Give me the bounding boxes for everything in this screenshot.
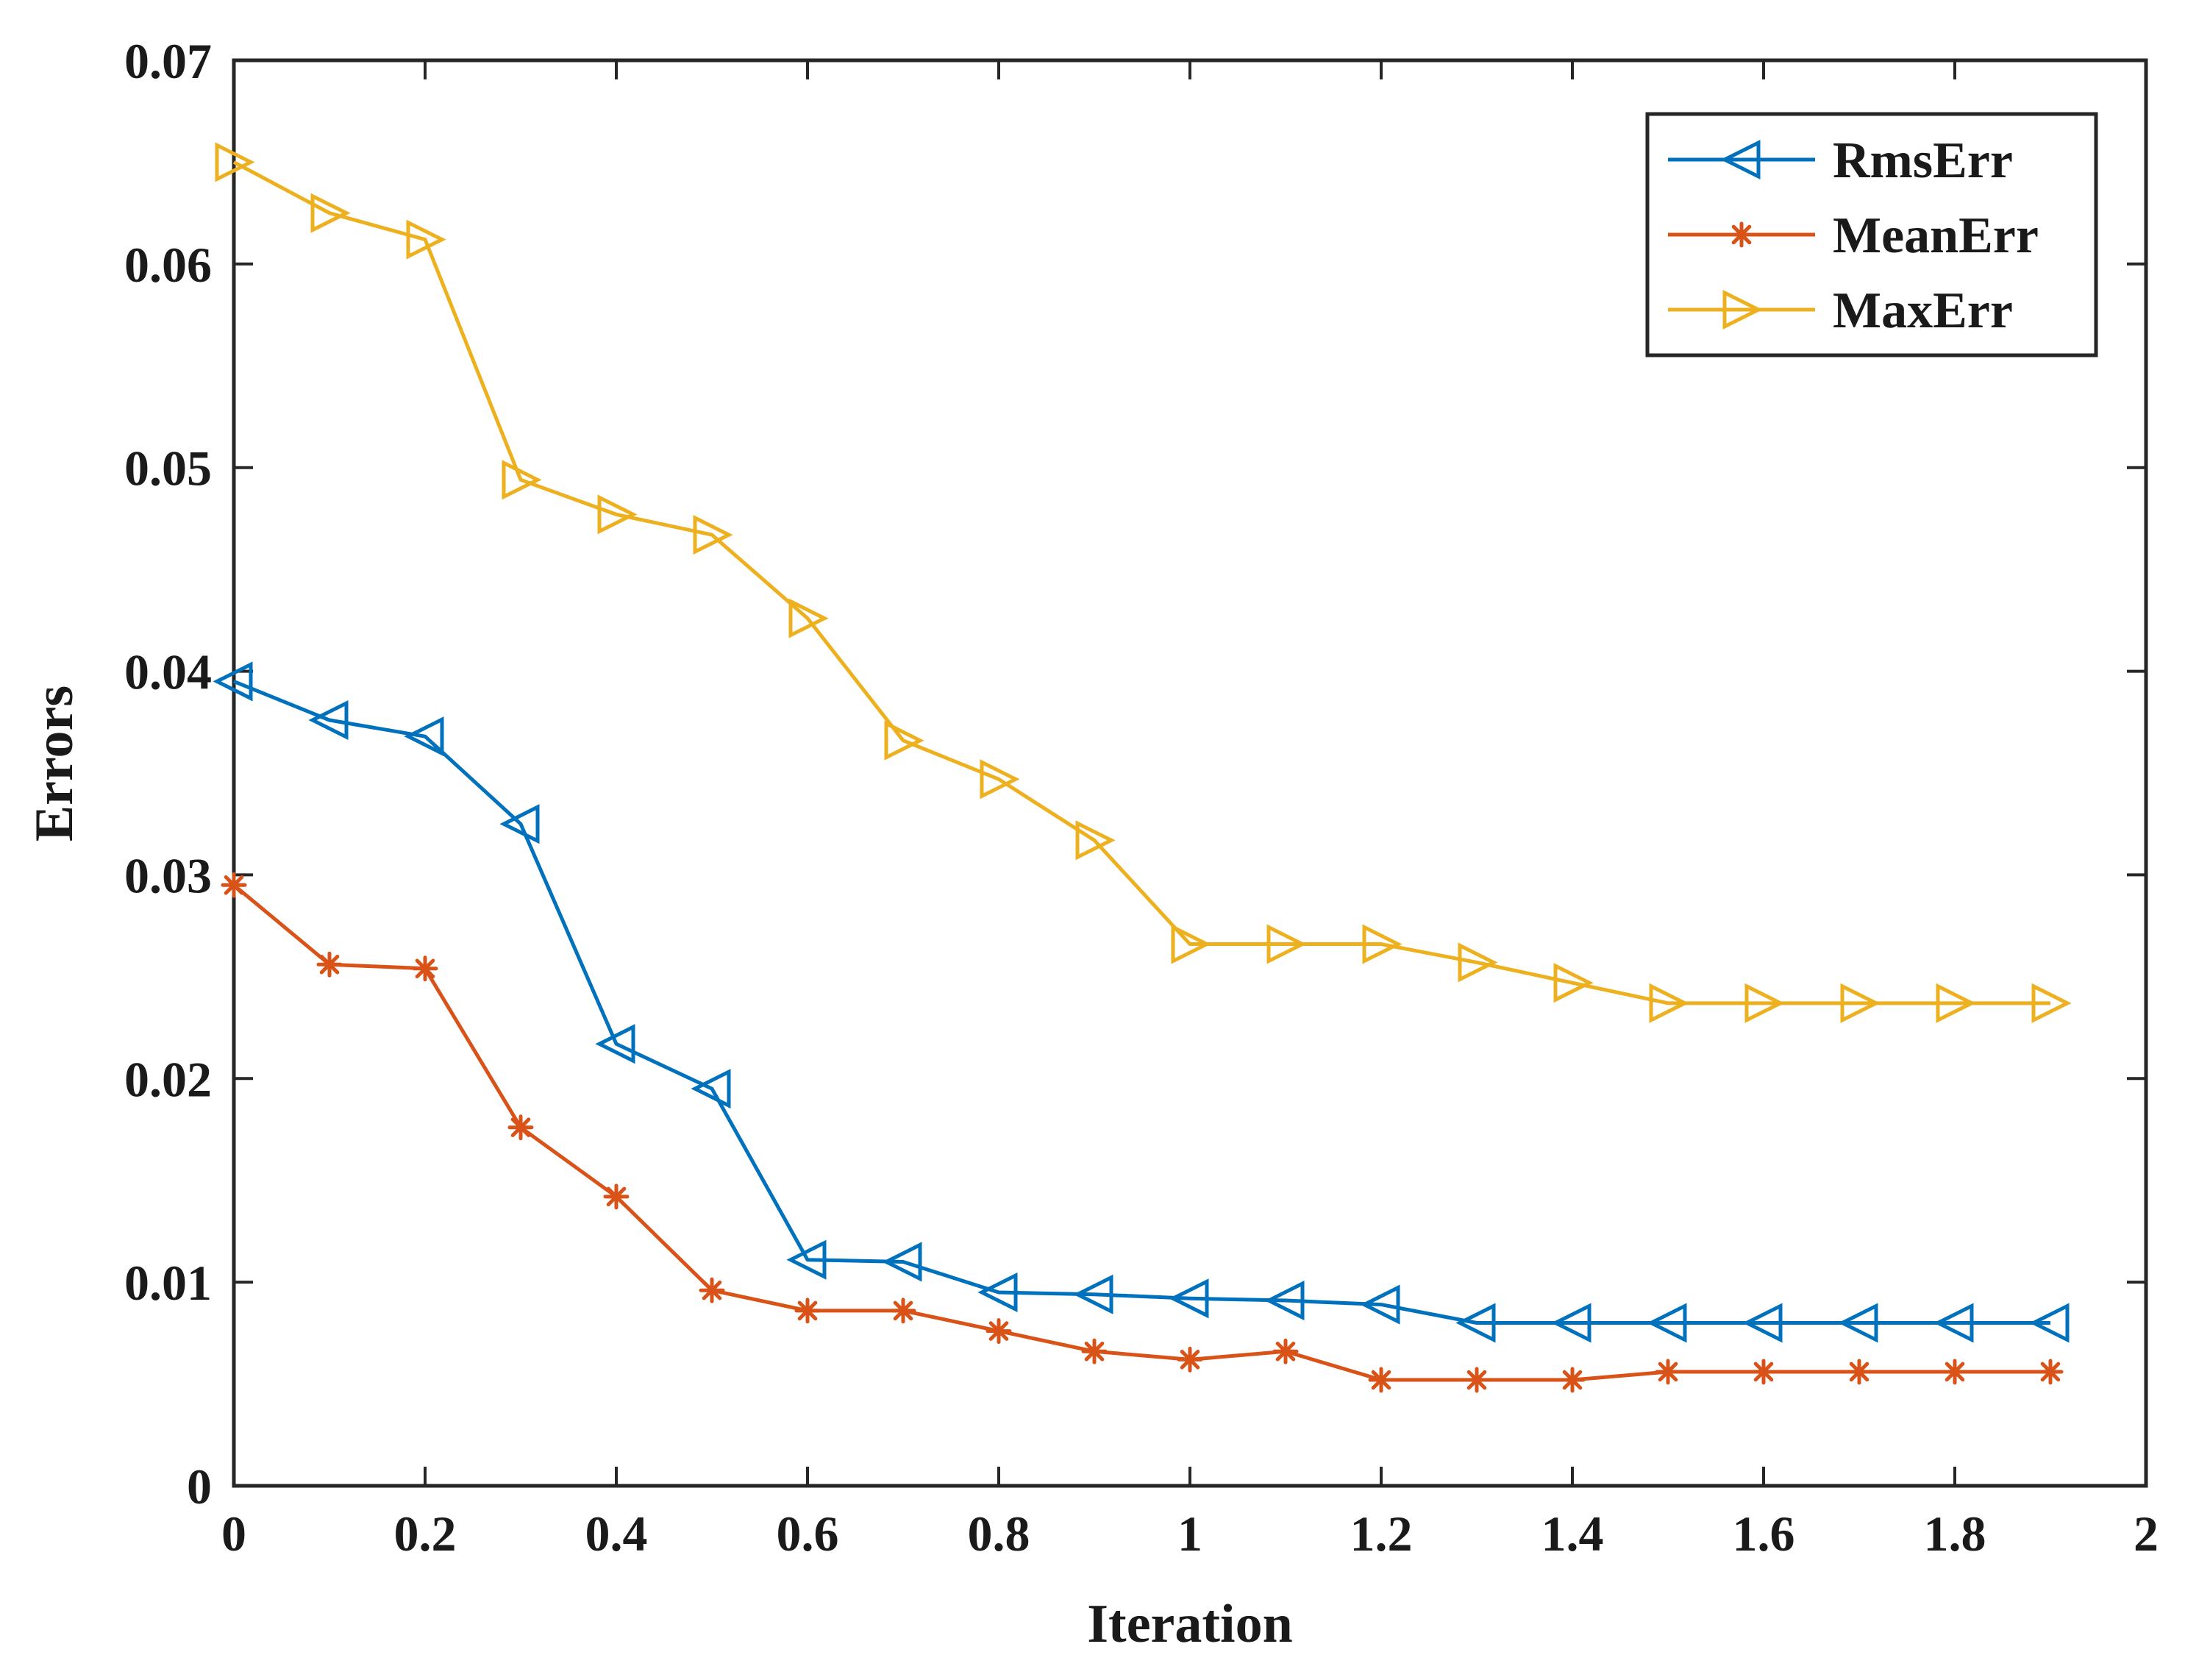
legend-label: MeanErr bbox=[1833, 207, 2039, 264]
legend-marker bbox=[1720, 139, 1761, 180]
data-point-rmserr bbox=[786, 1239, 827, 1280]
data-point-rmserr bbox=[1264, 1281, 1305, 1321]
data-point-rmserr bbox=[882, 1242, 922, 1282]
y-tick-label: 0.01 bbox=[124, 1255, 212, 1311]
data-point-maxerr bbox=[310, 193, 351, 233]
data-point-rmserr bbox=[1933, 1303, 1974, 1343]
data-point-rmserr bbox=[1647, 1303, 1687, 1343]
data-point-maxerr bbox=[980, 759, 1020, 800]
data-point-meanerr bbox=[412, 955, 438, 982]
x-tick-label: 1.2 bbox=[1350, 1506, 1413, 1562]
data-point-maxerr bbox=[1362, 924, 1402, 964]
y-tick-label: 0 bbox=[187, 1459, 212, 1515]
data-point-maxerr bbox=[406, 219, 446, 260]
data-point-meanerr bbox=[2037, 1359, 2064, 1385]
legend-label: MaxErr bbox=[1833, 282, 2013, 339]
data-point-meanerr bbox=[1655, 1359, 1681, 1385]
x-tick-label: 0.2 bbox=[394, 1506, 457, 1562]
data-point-meanerr bbox=[890, 1298, 916, 1324]
data-point-maxerr bbox=[1075, 820, 1116, 861]
legend-item-maxerr: MaxErr bbox=[1668, 282, 2013, 339]
data-point-rmserr bbox=[308, 700, 349, 741]
x-tick-label: 1 bbox=[1177, 1506, 1202, 1562]
series-rmserr bbox=[213, 661, 2070, 1343]
data-point-rmserr bbox=[1838, 1303, 1878, 1343]
y-tick-label: 0.05 bbox=[124, 441, 212, 496]
data-point-rmserr bbox=[691, 1069, 731, 1109]
data-point-meanerr bbox=[1942, 1359, 1968, 1385]
data-point-maxerr bbox=[1553, 963, 1594, 1003]
data-point-maxerr bbox=[1840, 983, 1881, 1023]
data-point-meanerr bbox=[1368, 1367, 1394, 1393]
data-point-meanerr bbox=[1846, 1359, 1872, 1385]
legend-item-rmserr: RmsErr bbox=[1668, 132, 2013, 189]
data-point-meanerr bbox=[1559, 1367, 1586, 1393]
y-tick-label: 0.03 bbox=[124, 847, 212, 903]
data-point-meanerr bbox=[603, 1184, 630, 1210]
y-tick-label: 0.06 bbox=[124, 237, 212, 293]
series-line-meanerr bbox=[232, 883, 2050, 1382]
data-point-rmserr bbox=[1169, 1278, 1209, 1319]
y-tick-label: 0.02 bbox=[124, 1051, 212, 1107]
data-point-meanerr bbox=[1177, 1346, 1203, 1373]
x-tick-label: 1.4 bbox=[1541, 1506, 1604, 1562]
data-point-meanerr bbox=[507, 1114, 534, 1141]
x-tick-label: 2 bbox=[2134, 1506, 2159, 1562]
data-point-maxerr bbox=[1458, 942, 1498, 983]
data-point-maxerr bbox=[693, 515, 733, 555]
data-point-maxerr bbox=[1744, 983, 1785, 1023]
y-tick-label: 0.07 bbox=[124, 33, 212, 89]
x-tick-label: 1.6 bbox=[1733, 1506, 1795, 1562]
data-point-meanerr bbox=[699, 1277, 725, 1303]
data-point-rmserr bbox=[595, 1024, 635, 1064]
data-point-maxerr bbox=[502, 460, 542, 500]
data-point-maxerr bbox=[1649, 983, 1689, 1023]
y-axis-title: Errors bbox=[24, 686, 85, 841]
data-point-meanerr bbox=[794, 1298, 821, 1324]
data-point-rmserr bbox=[977, 1272, 1018, 1313]
data-point-meanerr bbox=[985, 1318, 1012, 1345]
data-point-meanerr bbox=[1272, 1338, 1299, 1364]
data-point-rmserr bbox=[213, 661, 253, 702]
data-point-meanerr bbox=[1750, 1359, 1777, 1385]
plot-area: 0 0.2 0.4 0.6 0.8 1 1.2 1.4 1.6 1.8 2 0 0.01 0.02 0.03… bbox=[124, 33, 2159, 1562]
x-tick-label: 0.8 bbox=[968, 1506, 1030, 1562]
legend-label: RmsErr bbox=[1833, 132, 2013, 189]
data-point-rmserr bbox=[499, 804, 540, 844]
data-point-rmserr bbox=[1742, 1303, 1783, 1343]
x-tick-label: 0.4 bbox=[585, 1506, 648, 1562]
legend-item-meanerr: MeanErr bbox=[1668, 207, 2039, 264]
legend-marker bbox=[1722, 289, 1763, 330]
series-maxerr bbox=[215, 142, 2072, 1023]
data-point-rmserr bbox=[1455, 1303, 1496, 1343]
legend: RmsErr MeanErr MaxErr bbox=[1645, 112, 2098, 357]
data-point-rmserr bbox=[404, 716, 444, 757]
data-point-maxerr bbox=[1936, 983, 1976, 1023]
data-point-rmserr bbox=[1360, 1284, 1400, 1325]
x-tick-label: 1.8 bbox=[1924, 1506, 1986, 1562]
data-point-meanerr bbox=[1464, 1367, 1490, 1393]
x-tick-label: 0.6 bbox=[777, 1506, 839, 1562]
data-point-maxerr bbox=[1171, 924, 1211, 964]
data-point-maxerr bbox=[884, 720, 924, 761]
x-axis-title: Iteration bbox=[1087, 1594, 1293, 1654]
y-tick-label: 0.04 bbox=[124, 644, 212, 700]
data-point-rmserr bbox=[1551, 1303, 1591, 1343]
data-point-maxerr bbox=[2031, 983, 2072, 1023]
data-point-maxerr bbox=[215, 142, 255, 182]
data-point-meanerr bbox=[1081, 1338, 1108, 1364]
legend-marker bbox=[1728, 221, 1755, 248]
data-point-maxerr bbox=[1266, 924, 1307, 964]
data-point-maxerr bbox=[597, 494, 638, 535]
series-meanerr bbox=[221, 872, 2064, 1393]
data-point-rmserr bbox=[2029, 1303, 2070, 1343]
x-tick-label: 0 bbox=[221, 1506, 246, 1562]
data-point-rmserr bbox=[1073, 1274, 1113, 1314]
data-point-meanerr bbox=[221, 872, 247, 898]
data-point-maxerr bbox=[788, 598, 829, 638]
data-point-meanerr bbox=[316, 951, 343, 978]
